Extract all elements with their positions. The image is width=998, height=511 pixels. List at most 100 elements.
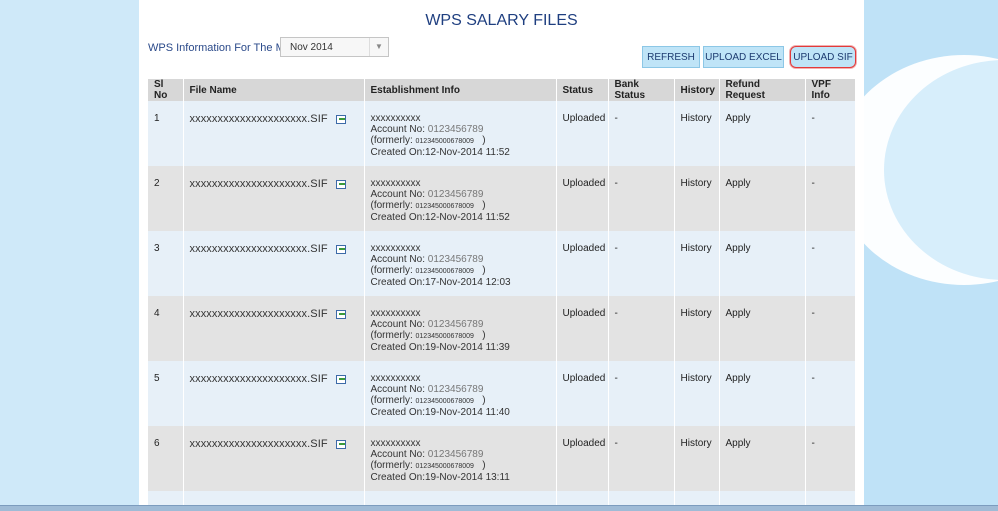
edit-icon[interactable]	[335, 374, 346, 384]
establishment-name: xxxxxxxxxx	[370, 308, 421, 319]
formerly-label: (formerly:	[370, 265, 413, 276]
cell-sl-no: 2	[148, 166, 184, 231]
created-on: Created On:19-Nov-2014 11:39	[370, 342, 510, 353]
table-row: 4 xxxxxxxxxxxxxxxxxxxxx.SIF xxxxxxxxxx A…	[148, 296, 856, 361]
table-row: 2 xxxxxxxxxxxxxxxxxxxxx.SIF xxxxxxxxxx A…	[148, 166, 856, 231]
cell-establishment-info: xxxxxxxxxx Account No: 0123456789 (forme…	[364, 101, 557, 166]
account-label: Account No:	[370, 449, 425, 460]
created-on: Created On:19-Nov-2014 13:11	[370, 472, 510, 483]
table-row: 3 xxxxxxxxxxxxxxxxxxxxx.SIF xxxxxxxxxx A…	[148, 231, 856, 296]
cell-bank-status: -	[608, 166, 675, 231]
account-label: Account No:	[370, 189, 425, 200]
cell-establishment-info: xxxxxxxxxx Account No: 0123456789 (forme…	[364, 166, 557, 231]
cell-sl-no: 4	[148, 296, 184, 361]
refund-apply-link[interactable]: Apply	[719, 231, 806, 296]
formerly-number: 012345000678009	[415, 398, 474, 405]
edit-icon[interactable]	[335, 309, 346, 319]
cell-status: Uploaded	[556, 101, 609, 166]
month-filter-label: WPS Information For The Month	[148, 42, 307, 54]
cell-sl-no: 6	[148, 426, 184, 491]
formerly-close: )	[482, 330, 486, 341]
cell-empty	[556, 491, 609, 508]
table-row: 5 xxxxxxxxxxxxxxxxxxxxx.SIF xxxxxxxxxx A…	[148, 361, 856, 426]
cell-status: Uploaded	[556, 296, 609, 361]
col-header-status: Status	[556, 79, 609, 101]
refresh-button[interactable]: REFRESH	[642, 46, 700, 68]
created-on: Created On:19-Nov-2014 11:40	[370, 407, 510, 418]
history-link[interactable]: History	[674, 166, 720, 231]
table-header-row: Sl No File Name Establishment Info Statu…	[148, 79, 856, 101]
account-number: 0123456789	[427, 189, 484, 200]
col-header-bank-status: Bank Status	[608, 79, 675, 101]
col-header-vpf-info: VPF Info	[805, 79, 856, 101]
cell-status: Uploaded	[556, 166, 609, 231]
table-row-partial	[148, 491, 856, 508]
upload-sif-button[interactable]: UPLOAD SIF	[790, 46, 856, 68]
cell-empty	[148, 491, 184, 508]
cell-bank-status: -	[608, 426, 675, 491]
history-link[interactable]: History	[674, 296, 720, 361]
file-name-text: xxxxxxxxxxxxxxxxxxxxx.SIF	[189, 243, 328, 255]
cell-status: Uploaded	[556, 231, 609, 296]
account-label: Account No:	[370, 319, 425, 330]
page-background-left	[0, 0, 139, 510]
created-on: Created On:12-Nov-2014 11:52	[370, 147, 510, 158]
edit-icon[interactable]	[335, 114, 346, 124]
refund-apply-link[interactable]: Apply	[719, 296, 806, 361]
cell-empty	[183, 491, 365, 508]
establishment-name: xxxxxxxxxx	[370, 438, 421, 449]
file-name-text: xxxxxxxxxxxxxxxxxxxxx.SIF	[189, 178, 328, 190]
formerly-close: )	[482, 135, 486, 146]
refund-apply-link[interactable]: Apply	[719, 101, 806, 166]
history-link[interactable]: History	[674, 361, 720, 426]
edit-icon[interactable]	[335, 439, 346, 449]
formerly-label: (formerly:	[370, 460, 413, 471]
file-name-text: xxxxxxxxxxxxxxxxxxxxx.SIF	[189, 308, 328, 320]
account-number: 0123456789	[427, 449, 484, 460]
history-link[interactable]: History	[674, 101, 720, 166]
file-name-text: xxxxxxxxxxxxxxxxxxxxx.SIF	[189, 438, 328, 450]
formerly-number: 012345000678009	[415, 138, 474, 145]
cell-bank-status: -	[608, 296, 675, 361]
history-link[interactable]: History	[674, 426, 720, 491]
table-row: 1 xxxxxxxxxxxxxxxxxxxxx.SIF xxxxxxxxxx A…	[148, 101, 856, 166]
cell-establishment-info: xxxxxxxxxx Account No: 0123456789 (forme…	[364, 361, 557, 426]
cell-file-name: xxxxxxxxxxxxxxxxxxxxx.SIF	[183, 101, 365, 166]
file-name-text: xxxxxxxxxxxxxxxxxxxxx.SIF	[189, 373, 328, 385]
cell-empty	[805, 491, 856, 508]
formerly-close: )	[482, 265, 486, 276]
account-label: Account No:	[370, 124, 425, 135]
formerly-number: 012345000678009	[415, 203, 474, 210]
formerly-number: 012345000678009	[415, 268, 474, 275]
cell-vpf-info: -	[805, 296, 856, 361]
edit-icon[interactable]	[335, 244, 346, 254]
month-select[interactable]: Nov 2014 ▼	[280, 37, 389, 57]
cell-vpf-info: -	[805, 166, 856, 231]
establishment-name: xxxxxxxxxx	[370, 373, 421, 384]
refund-apply-link[interactable]: Apply	[719, 426, 806, 491]
created-on: Created On:12-Nov-2014 11:52	[370, 212, 510, 223]
cell-empty	[364, 491, 557, 508]
file-name-text: xxxxxxxxxxxxxxxxxxxxx.SIF	[189, 113, 328, 125]
cell-status: Uploaded	[556, 361, 609, 426]
cell-file-name: xxxxxxxxxxxxxxxxxxxxx.SIF	[183, 361, 365, 426]
col-header-file-name: File Name	[183, 79, 365, 101]
account-number: 0123456789	[427, 319, 484, 330]
history-link[interactable]: History	[674, 231, 720, 296]
formerly-close: )	[482, 395, 486, 406]
cell-establishment-info: xxxxxxxxxx Account No: 0123456789 (forme…	[364, 426, 557, 491]
edit-icon[interactable]	[335, 179, 346, 189]
formerly-close: )	[482, 200, 486, 211]
establishment-name: xxxxxxxxxx	[370, 178, 421, 189]
refund-apply-link[interactable]: Apply	[719, 166, 806, 231]
account-number: 0123456789	[427, 254, 484, 265]
cell-establishment-info: xxxxxxxxxx Account No: 0123456789 (forme…	[364, 231, 557, 296]
chevron-down-icon[interactable]: ▼	[369, 38, 388, 56]
cell-vpf-info: -	[805, 101, 856, 166]
col-header-sl-no: Sl No	[148, 79, 184, 101]
wps-files-table: Sl No File Name Establishment Info Statu…	[148, 79, 856, 508]
cell-bank-status: -	[608, 101, 675, 166]
upload-excel-button[interactable]: UPLOAD EXCEL	[703, 46, 784, 68]
refund-apply-link[interactable]: Apply	[719, 361, 806, 426]
formerly-label: (formerly:	[370, 330, 413, 341]
